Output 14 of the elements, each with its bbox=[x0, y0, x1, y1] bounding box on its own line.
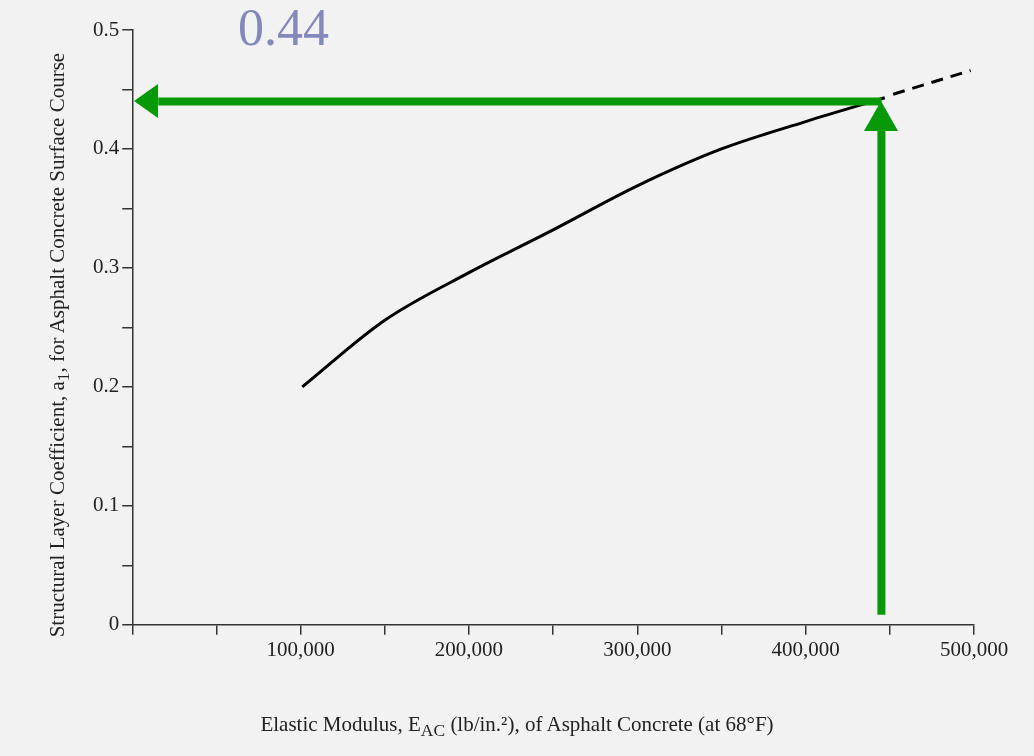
x-tick-label: 100,000 bbox=[266, 636, 335, 661]
x-tick-label: 400,000 bbox=[771, 636, 840, 661]
y-tick-label: 0.4 bbox=[93, 135, 120, 160]
x-tick-label: 300,000 bbox=[603, 636, 672, 661]
y-tick-label: 0 bbox=[108, 611, 120, 636]
x-tick-label: 200,000 bbox=[434, 636, 504, 661]
line-series bbox=[300, 96, 887, 389]
y-tick-label: 0.5 bbox=[93, 16, 120, 41]
y-tick-label: 0.1 bbox=[93, 492, 120, 517]
y-tick-label: 0.3 bbox=[93, 254, 120, 279]
annotation: 0.44 bbox=[238, 0, 329, 57]
x-tick-label: 500,000 bbox=[939, 636, 1009, 661]
y-tick-label: 0.2 bbox=[93, 373, 120, 398]
x-axis-title: Elastic Modulus, E$_{AC}$ (lb/in.²), of Asphalt Concrete (at 68°F) bbox=[259, 712, 775, 742]
